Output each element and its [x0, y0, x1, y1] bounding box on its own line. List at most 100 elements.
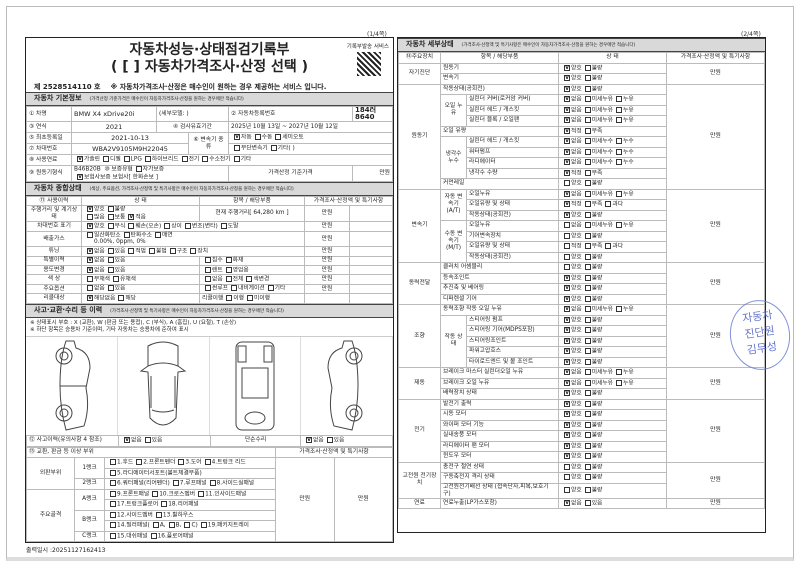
checkbox-option[interactable]: 불량: [582, 453, 602, 461]
checkbox-option[interactable]: 누유: [613, 369, 634, 377]
checkbox-option[interactable]: 적정: [561, 243, 582, 251]
part-checkbox[interactable]: 15.대쉬패널: [107, 532, 148, 541]
checked-checkbox[interactable]: V: [564, 358, 571, 365]
checked-checkbox[interactable]: V: [306, 436, 312, 443]
checked-checkbox[interactable]: V: [564, 390, 571, 396]
checkbox[interactable]: [616, 190, 623, 197]
checked-checkbox[interactable]: V: [564, 411, 571, 417]
checkbox-option[interactable]: 누유: [613, 190, 634, 199]
checkbox[interactable]: [110, 490, 116, 497]
checkbox[interactable]: [254, 134, 261, 141]
checkbox[interactable]: [584, 159, 591, 165]
checkbox-option[interactable]: 미세누유: [582, 379, 613, 388]
checkbox[interactable]: [584, 411, 591, 417]
checkbox[interactable]: [184, 522, 191, 529]
checkbox[interactable]: [564, 232, 571, 239]
checkbox[interactable]: [616, 306, 623, 312]
checkbox-option[interactable]: 내비게이션: [228, 285, 265, 293]
checkbox[interactable]: [584, 316, 591, 323]
checkbox[interactable]: [584, 138, 591, 144]
checkbox[interactable]: [144, 156, 151, 163]
checkbox[interactable]: [200, 522, 207, 529]
checkbox-option[interactable]: 과다: [602, 243, 623, 251]
checkbox-option[interactable]: V 양호: [561, 316, 582, 325]
car-underbody-diagram[interactable]: [210, 336, 302, 435]
checkbox[interactable]: [564, 253, 571, 260]
checkbox[interactable]: [584, 106, 591, 113]
checkbox-option[interactable]: 미세누유: [582, 222, 613, 230]
checkbox[interactable]: [584, 274, 591, 281]
part-checkbox[interactable]: 16.플로어패널: [148, 532, 193, 541]
checkbox-option[interactable]: 전기: [179, 156, 199, 164]
checkbox-option[interactable]: V 없음: [561, 138, 582, 146]
checkbox[interactable]: [564, 474, 571, 480]
checkbox-option[interactable]: 불량: [582, 486, 602, 495]
checked-checkbox[interactable]: V: [564, 337, 571, 344]
checkbox[interactable]: [226, 294, 233, 301]
checkbox-option[interactable]: 변조(변타): [182, 222, 218, 231]
checkbox-option[interactable]: 화재: [223, 257, 243, 265]
checkbox-option[interactable]: 미세누유: [582, 306, 613, 314]
checkbox[interactable]: [616, 117, 623, 123]
checkbox-option[interactable]: 해당: [115, 294, 136, 303]
checkbox[interactable]: [107, 266, 114, 273]
checkbox[interactable]: [584, 390, 591, 396]
checkbox-option[interactable]: 불량: [582, 232, 602, 241]
checkbox[interactable]: [605, 201, 612, 207]
checkbox-option[interactable]: 있음: [582, 499, 602, 508]
checkbox-option[interactable]: V 양호: [561, 432, 582, 440]
checkbox-option[interactable]: V 없음: [121, 436, 142, 445]
checkbox-option[interactable]: 불량: [582, 432, 602, 440]
checked-checkbox[interactable]: V: [564, 201, 571, 207]
checkbox-option[interactable]: V 적정: [561, 127, 582, 136]
checkbox[interactable]: [168, 522, 175, 529]
checkbox[interactable]: [584, 327, 591, 333]
checked-checkbox[interactable]: V: [77, 173, 83, 180]
checkbox[interactable]: [225, 266, 232, 273]
checkbox-option[interactable]: 불량: [105, 206, 125, 214]
checkbox-option[interactable]: 불량: [582, 75, 602, 83]
checkbox-option[interactable]: V 적음: [125, 213, 146, 222]
checked-checkbox[interactable]: V: [564, 285, 571, 291]
checkbox[interactable]: [190, 247, 197, 254]
checkbox-option[interactable]: V 가솔린: [74, 156, 100, 164]
checked-checkbox[interactable]: V: [564, 316, 571, 323]
checkbox[interactable]: [584, 486, 591, 493]
checkbox[interactable]: [107, 257, 114, 264]
checkbox-option[interactable]: 누유: [613, 222, 634, 230]
checkbox[interactable]: [110, 459, 116, 466]
checkbox[interactable]: [113, 275, 119, 282]
checkbox-option[interactable]: 과다: [602, 201, 623, 209]
checked-checkbox[interactable]: V: [564, 369, 571, 375]
checked-checkbox[interactable]: V: [564, 96, 571, 102]
checkbox-option[interactable]: 있음: [142, 436, 162, 445]
checked-checkbox[interactable]: V: [564, 453, 571, 459]
checkbox-option[interactable]: 미세누유: [582, 369, 613, 377]
checked-checkbox[interactable]: V: [564, 379, 571, 386]
checkbox-option[interactable]: 도말: [218, 222, 238, 231]
checked-checkbox[interactable]: V: [564, 400, 571, 407]
checkbox-option[interactable]: V 없음: [561, 379, 582, 388]
checkbox-option[interactable]: V 양호: [561, 411, 582, 419]
checkbox-option[interactable]: 누유: [613, 117, 634, 125]
checkbox[interactable]: [564, 463, 571, 470]
checked-checkbox[interactable]: V: [87, 206, 93, 213]
checked-checkbox[interactable]: V: [564, 148, 571, 155]
checkbox[interactable]: [234, 145, 240, 152]
checked-checkbox[interactable]: V: [564, 169, 571, 176]
checkbox-option[interactable]: 불량: [582, 358, 602, 367]
checkbox[interactable]: [205, 257, 211, 264]
checkbox[interactable]: [205, 275, 211, 282]
checkbox-option[interactable]: 양호: [561, 463, 582, 472]
checkbox-option[interactable]: V 양호: [561, 75, 582, 83]
checkbox-option[interactable]: 구조: [167, 247, 187, 256]
checkbox[interactable]: [584, 180, 591, 186]
checked-checkbox[interactable]: V: [124, 436, 130, 443]
checked-checkbox[interactable]: V: [234, 134, 240, 141]
checkbox[interactable]: [584, 421, 591, 428]
checkbox[interactable]: [87, 213, 93, 220]
checkbox-option[interactable]: V 없음: [561, 117, 582, 125]
checkbox-option[interactable]: 매연: [152, 231, 173, 240]
checkbox-option[interactable]: 렌트: [202, 266, 223, 275]
checkbox-option[interactable]: 불량: [582, 295, 602, 304]
